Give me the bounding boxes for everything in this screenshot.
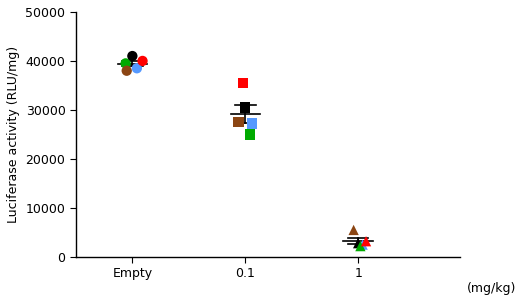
- Text: (mg/kg): (mg/kg): [467, 282, 516, 295]
- Point: [234, 120, 243, 125]
- Point: [241, 105, 249, 110]
- Point: [239, 80, 247, 85]
- Point: [246, 132, 254, 137]
- Point: [362, 239, 370, 244]
- Point: [349, 228, 358, 233]
- Point: [248, 121, 256, 126]
- Point: [354, 241, 362, 246]
- Point: [133, 66, 141, 71]
- Point: [358, 242, 367, 247]
- Point: [121, 61, 130, 66]
- Point: [356, 244, 365, 249]
- Point: [139, 59, 147, 63]
- Y-axis label: Luciferase activity (RLU/mg): Luciferase activity (RLU/mg): [7, 46, 20, 223]
- Point: [128, 54, 137, 59]
- Point: [122, 68, 131, 73]
